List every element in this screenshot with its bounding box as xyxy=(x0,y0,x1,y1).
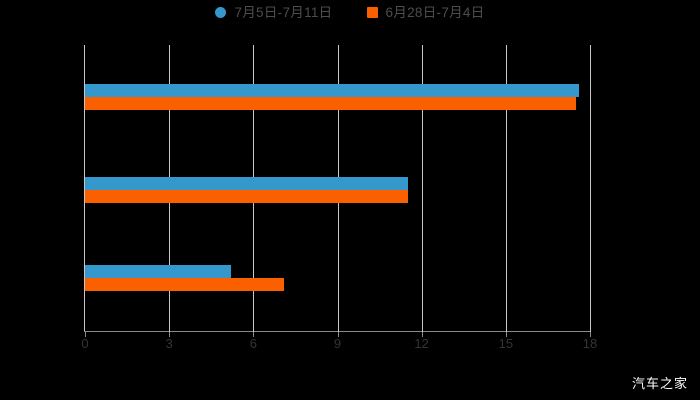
bar-series-2[interactable] xyxy=(85,96,576,110)
x-axis-tick xyxy=(337,332,339,337)
x-axis-tick-label: 12 xyxy=(414,336,429,351)
x-axis-tick-label: 9 xyxy=(333,336,342,351)
legend-item[interactable]: 7月5日-7月11日 xyxy=(215,6,332,20)
x-axis-tick-label: 18 xyxy=(582,336,598,351)
circle-marker-icon xyxy=(215,7,227,19)
x-axis-line xyxy=(84,331,590,332)
x-axis-tick xyxy=(169,332,171,337)
bar-series-1[interactable] xyxy=(85,264,231,278)
bar-series-2[interactable] xyxy=(85,189,408,203)
x-axis-tick-label: 3 xyxy=(165,336,173,351)
x-axis-tick xyxy=(505,332,507,337)
chart-legend: 7月5日-7月11日 6月28日-7月4日 xyxy=(0,6,700,20)
legend-item-label: 6月28日-7月4日 xyxy=(385,5,485,20)
watermark-label: 汽车之家 xyxy=(631,376,688,391)
legend-item[interactable]: 6月28日-7月4日 xyxy=(366,5,485,20)
legend-item-label: 7月5日-7月11日 xyxy=(234,5,333,20)
x-axis-tick xyxy=(253,332,255,337)
bar-series-2[interactable] xyxy=(85,277,285,291)
x-axis-tick-label: 6 xyxy=(249,336,257,351)
bar-series-1[interactable] xyxy=(85,83,579,97)
y-axis-line xyxy=(84,45,85,332)
square-marker-icon xyxy=(366,7,378,19)
x-gridline xyxy=(421,45,423,332)
x-axis-tick-label: 0 xyxy=(81,336,89,351)
plot-area: 0369121518德国日本中国 xyxy=(81,45,597,350)
x-axis-tick xyxy=(590,332,591,337)
x-gridline xyxy=(505,45,507,332)
x-axis-tick xyxy=(421,332,423,337)
x-axis-tick-label: 15 xyxy=(498,336,514,351)
bar-series-1[interactable] xyxy=(85,176,408,190)
x-gridline xyxy=(590,45,591,332)
x-axis-tick xyxy=(85,332,86,337)
